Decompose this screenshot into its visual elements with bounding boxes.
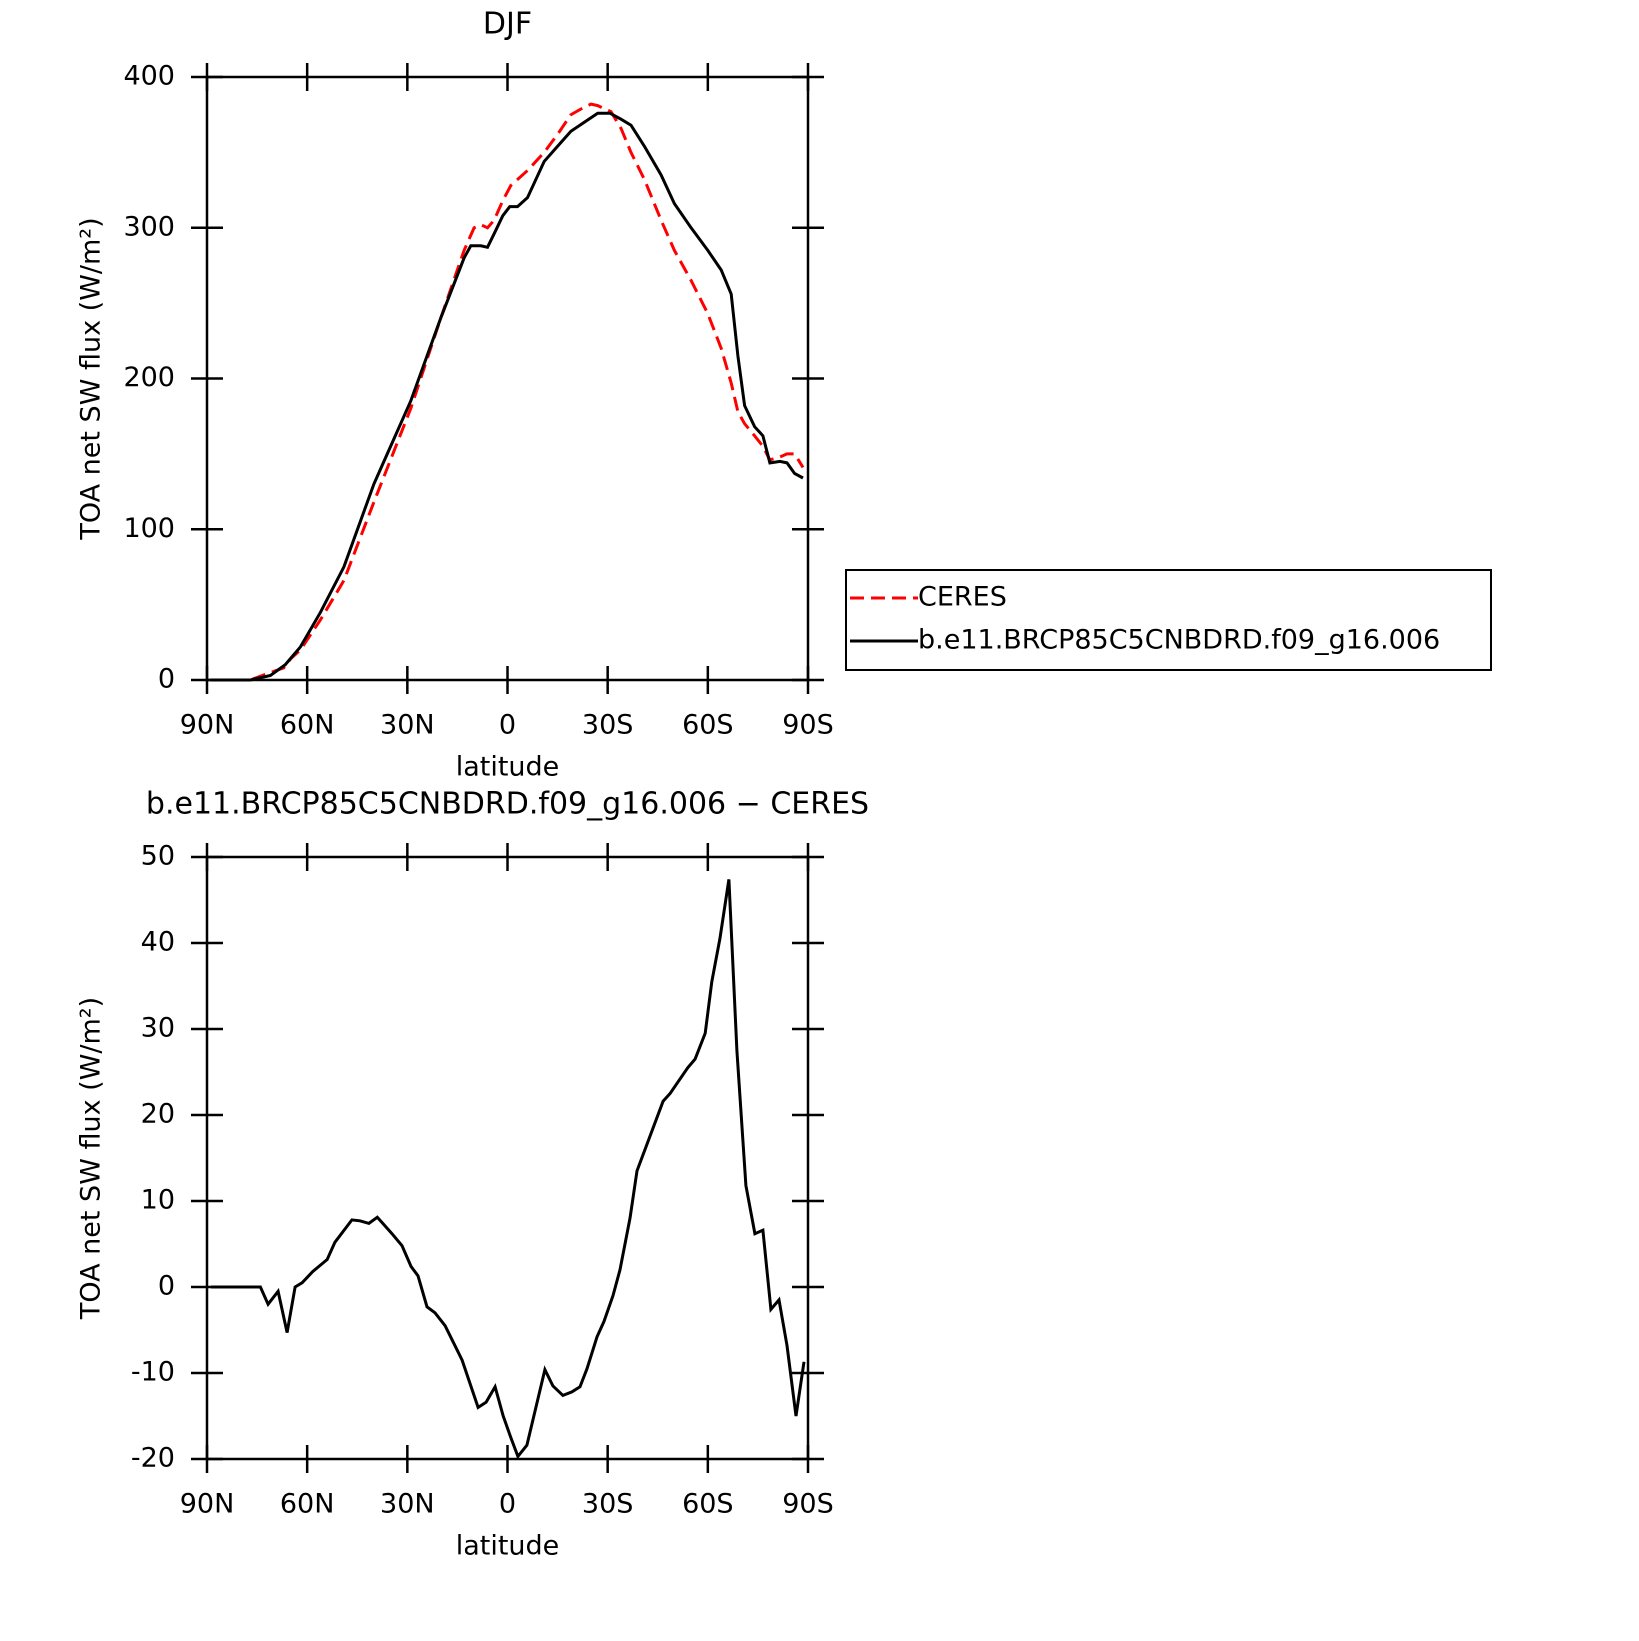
plot-frame — [205, 75, 810, 682]
x-axis-label: latitude — [456, 1531, 560, 1562]
x-tick-label: 90N — [180, 1489, 235, 1520]
chart-title: b.e11.BRCP85C5CNBDRD.f09_g16.006 − CERES — [146, 787, 869, 822]
y-tick-label: 300 — [123, 211, 175, 242]
y-tick-label: -10 — [131, 1357, 175, 1388]
x-tick-label: 30S — [582, 710, 634, 741]
chart-title: DJF — [483, 7, 532, 42]
legend-label: b.e11.BRCP85C5CNBDRD.f09_g16.006 — [918, 625, 1440, 656]
data-line — [210, 111, 804, 682]
data-line — [211, 879, 806, 1460]
x-tick-label: 0 — [499, 710, 516, 741]
x-tick-label: 0 — [499, 1489, 516, 1520]
x-tick-label: 90N — [180, 710, 235, 741]
y-tick-label: 100 — [123, 513, 175, 544]
y-tick-label: 10 — [141, 1185, 175, 1216]
y-tick-label: -20 — [131, 1443, 175, 1474]
legend-box — [845, 569, 1492, 671]
plot-frame — [205, 855, 810, 1461]
y-tick-label: 20 — [141, 1099, 175, 1130]
x-tick-label: 30S — [582, 1489, 634, 1520]
x-tick-label: 60N — [280, 1489, 335, 1520]
y-tick-label: 50 — [141, 841, 175, 872]
y-axis-label: TOA net SW flux (W/m²) — [76, 217, 107, 540]
x-tick-label: 60N — [280, 710, 335, 741]
y-tick-label: 400 — [123, 61, 175, 92]
y-tick-label: 200 — [123, 362, 175, 393]
data-line — [210, 102, 805, 682]
x-tick-label: 60S — [682, 1489, 734, 1520]
x-tick-label: 90S — [782, 1489, 834, 1520]
y-tick-label: 40 — [141, 927, 175, 958]
y-tick-label: 30 — [141, 1013, 175, 1044]
x-tick-label: 60S — [682, 710, 734, 741]
x-tick-label: 30N — [380, 1489, 435, 1520]
y-axis-label: TOA net SW flux (W/m²) — [76, 997, 107, 1320]
y-tick-label: 0 — [158, 1271, 175, 1302]
x-tick-label: 90S — [782, 710, 834, 741]
y-tick-label: 0 — [158, 664, 175, 695]
x-tick-label: 30N — [380, 710, 435, 741]
x-axis-label: latitude — [456, 752, 560, 783]
legend-label: CERES — [918, 582, 1007, 613]
